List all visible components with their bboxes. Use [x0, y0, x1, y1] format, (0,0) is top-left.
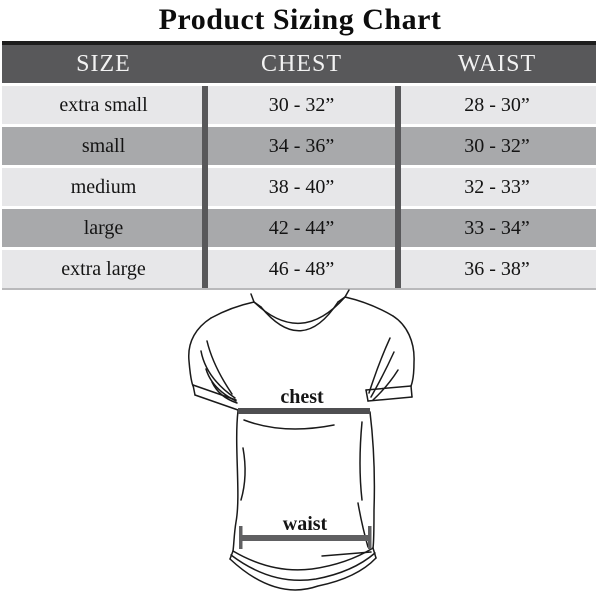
right-sleeve-fold	[368, 337, 391, 394]
collar-inner-line	[260, 301, 339, 332]
right-sleeve-fold	[372, 369, 399, 401]
right-shoulder-line	[344, 296, 394, 317]
size-cell: medium	[70, 176, 137, 198]
hem-right-cap	[372, 547, 377, 559]
tshirt-measurement-diagram: chest waist	[188, 289, 415, 591]
right-sleeve-fold	[370, 351, 395, 398]
table-header-row: SIZE CHEST WAIST	[2, 45, 596, 83]
table-row: small 34 - 36” 30 - 32”	[2, 127, 596, 165]
tshirt-hem	[229, 547, 377, 591]
page-title: Product Sizing Chart	[158, 3, 442, 36]
tshirt-collar	[250, 289, 350, 332]
size-cell: small	[81, 135, 126, 157]
left-cuff-bottom	[194, 394, 239, 411]
right-cuff-inner-cap	[365, 389, 369, 402]
torso-right-crease	[359, 421, 363, 501]
size-cell: large	[83, 217, 124, 239]
chest-measurement: chest	[238, 386, 370, 414]
hem-outer-edge	[229, 557, 377, 591]
left-sleeve-fold	[200, 350, 236, 399]
torso-left-edge	[232, 410, 239, 552]
hem-left-cap	[229, 550, 234, 560]
torso-right-crease	[357, 502, 369, 548]
left-sleeve-fold	[206, 340, 233, 395]
right-cuff-cap	[410, 385, 413, 398]
collar-right-seam	[344, 289, 350, 298]
chest-cell: 42 - 44”	[268, 217, 335, 239]
waist-measurement: waist	[239, 513, 372, 549]
left-sleeve-fold	[205, 368, 237, 402]
hem-band-line	[230, 552, 376, 582]
left-sleeve-fold	[211, 381, 238, 404]
waist-measure-bar	[241, 535, 371, 541]
table-row: extra small 30 - 32” 28 - 30”	[2, 86, 596, 124]
under-chest-fold	[243, 419, 335, 430]
chest-cell: 38 - 40”	[268, 176, 335, 198]
column-header-waist: WAIST	[457, 51, 537, 77]
table-row: medium 38 - 40” 32 - 33”	[2, 168, 596, 206]
collar-left-seam	[250, 293, 255, 303]
right-cuff-top	[365, 385, 412, 391]
waist-cell: 33 - 34”	[464, 217, 530, 239]
torso-left-crease	[240, 447, 246, 501]
chest-measure-bar	[238, 408, 370, 414]
table-row: large 42 - 44” 33 - 34”	[2, 209, 596, 247]
tshirt-left-sleeve	[188, 317, 239, 411]
waist-cell: 30 - 32”	[464, 135, 530, 157]
tshirt-shoulders	[210, 296, 394, 319]
table-row: extra large 46 - 48” 36 - 38”	[2, 250, 596, 288]
waist-cell: 36 - 38”	[464, 258, 530, 280]
torso-right-edge	[369, 411, 376, 549]
right-cuff-bottom	[367, 396, 413, 402]
collar-left-cap	[253, 301, 262, 308]
size-cell: extra large	[61, 258, 146, 280]
size-cell: extra small	[59, 94, 148, 116]
chest-measure-label: chest	[280, 386, 324, 408]
hem-seam	[232, 547, 374, 571]
left-cuff-cap	[192, 384, 196, 396]
collar-right-cap	[337, 296, 346, 303]
left-sleeve-outer	[188, 317, 212, 387]
chest-cell: 34 - 36”	[268, 135, 335, 157]
waist-measure-label: waist	[283, 513, 328, 535]
chest-cell: 30 - 32”	[268, 94, 335, 116]
column-header-chest: CHEST	[260, 51, 342, 77]
tshirt-right-sleeve	[365, 315, 415, 402]
hem-right-fold	[321, 551, 372, 557]
right-sleeve-outer	[392, 315, 415, 387]
tshirt-torso	[232, 410, 376, 552]
column-divider	[202, 86, 208, 288]
column-header-size: SIZE	[76, 51, 131, 77]
chest-cell: 46 - 48”	[268, 258, 335, 280]
waist-cell: 32 - 33”	[464, 176, 530, 198]
column-divider	[395, 86, 401, 288]
left-shoulder-line	[210, 301, 255, 319]
sizing-table: SIZE CHEST WAIST extra small 30 - 32” 28…	[2, 41, 596, 290]
waist-cell: 28 - 30”	[464, 94, 530, 116]
waist-left-tick	[239, 526, 243, 549]
waist-right-tick	[368, 526, 372, 549]
